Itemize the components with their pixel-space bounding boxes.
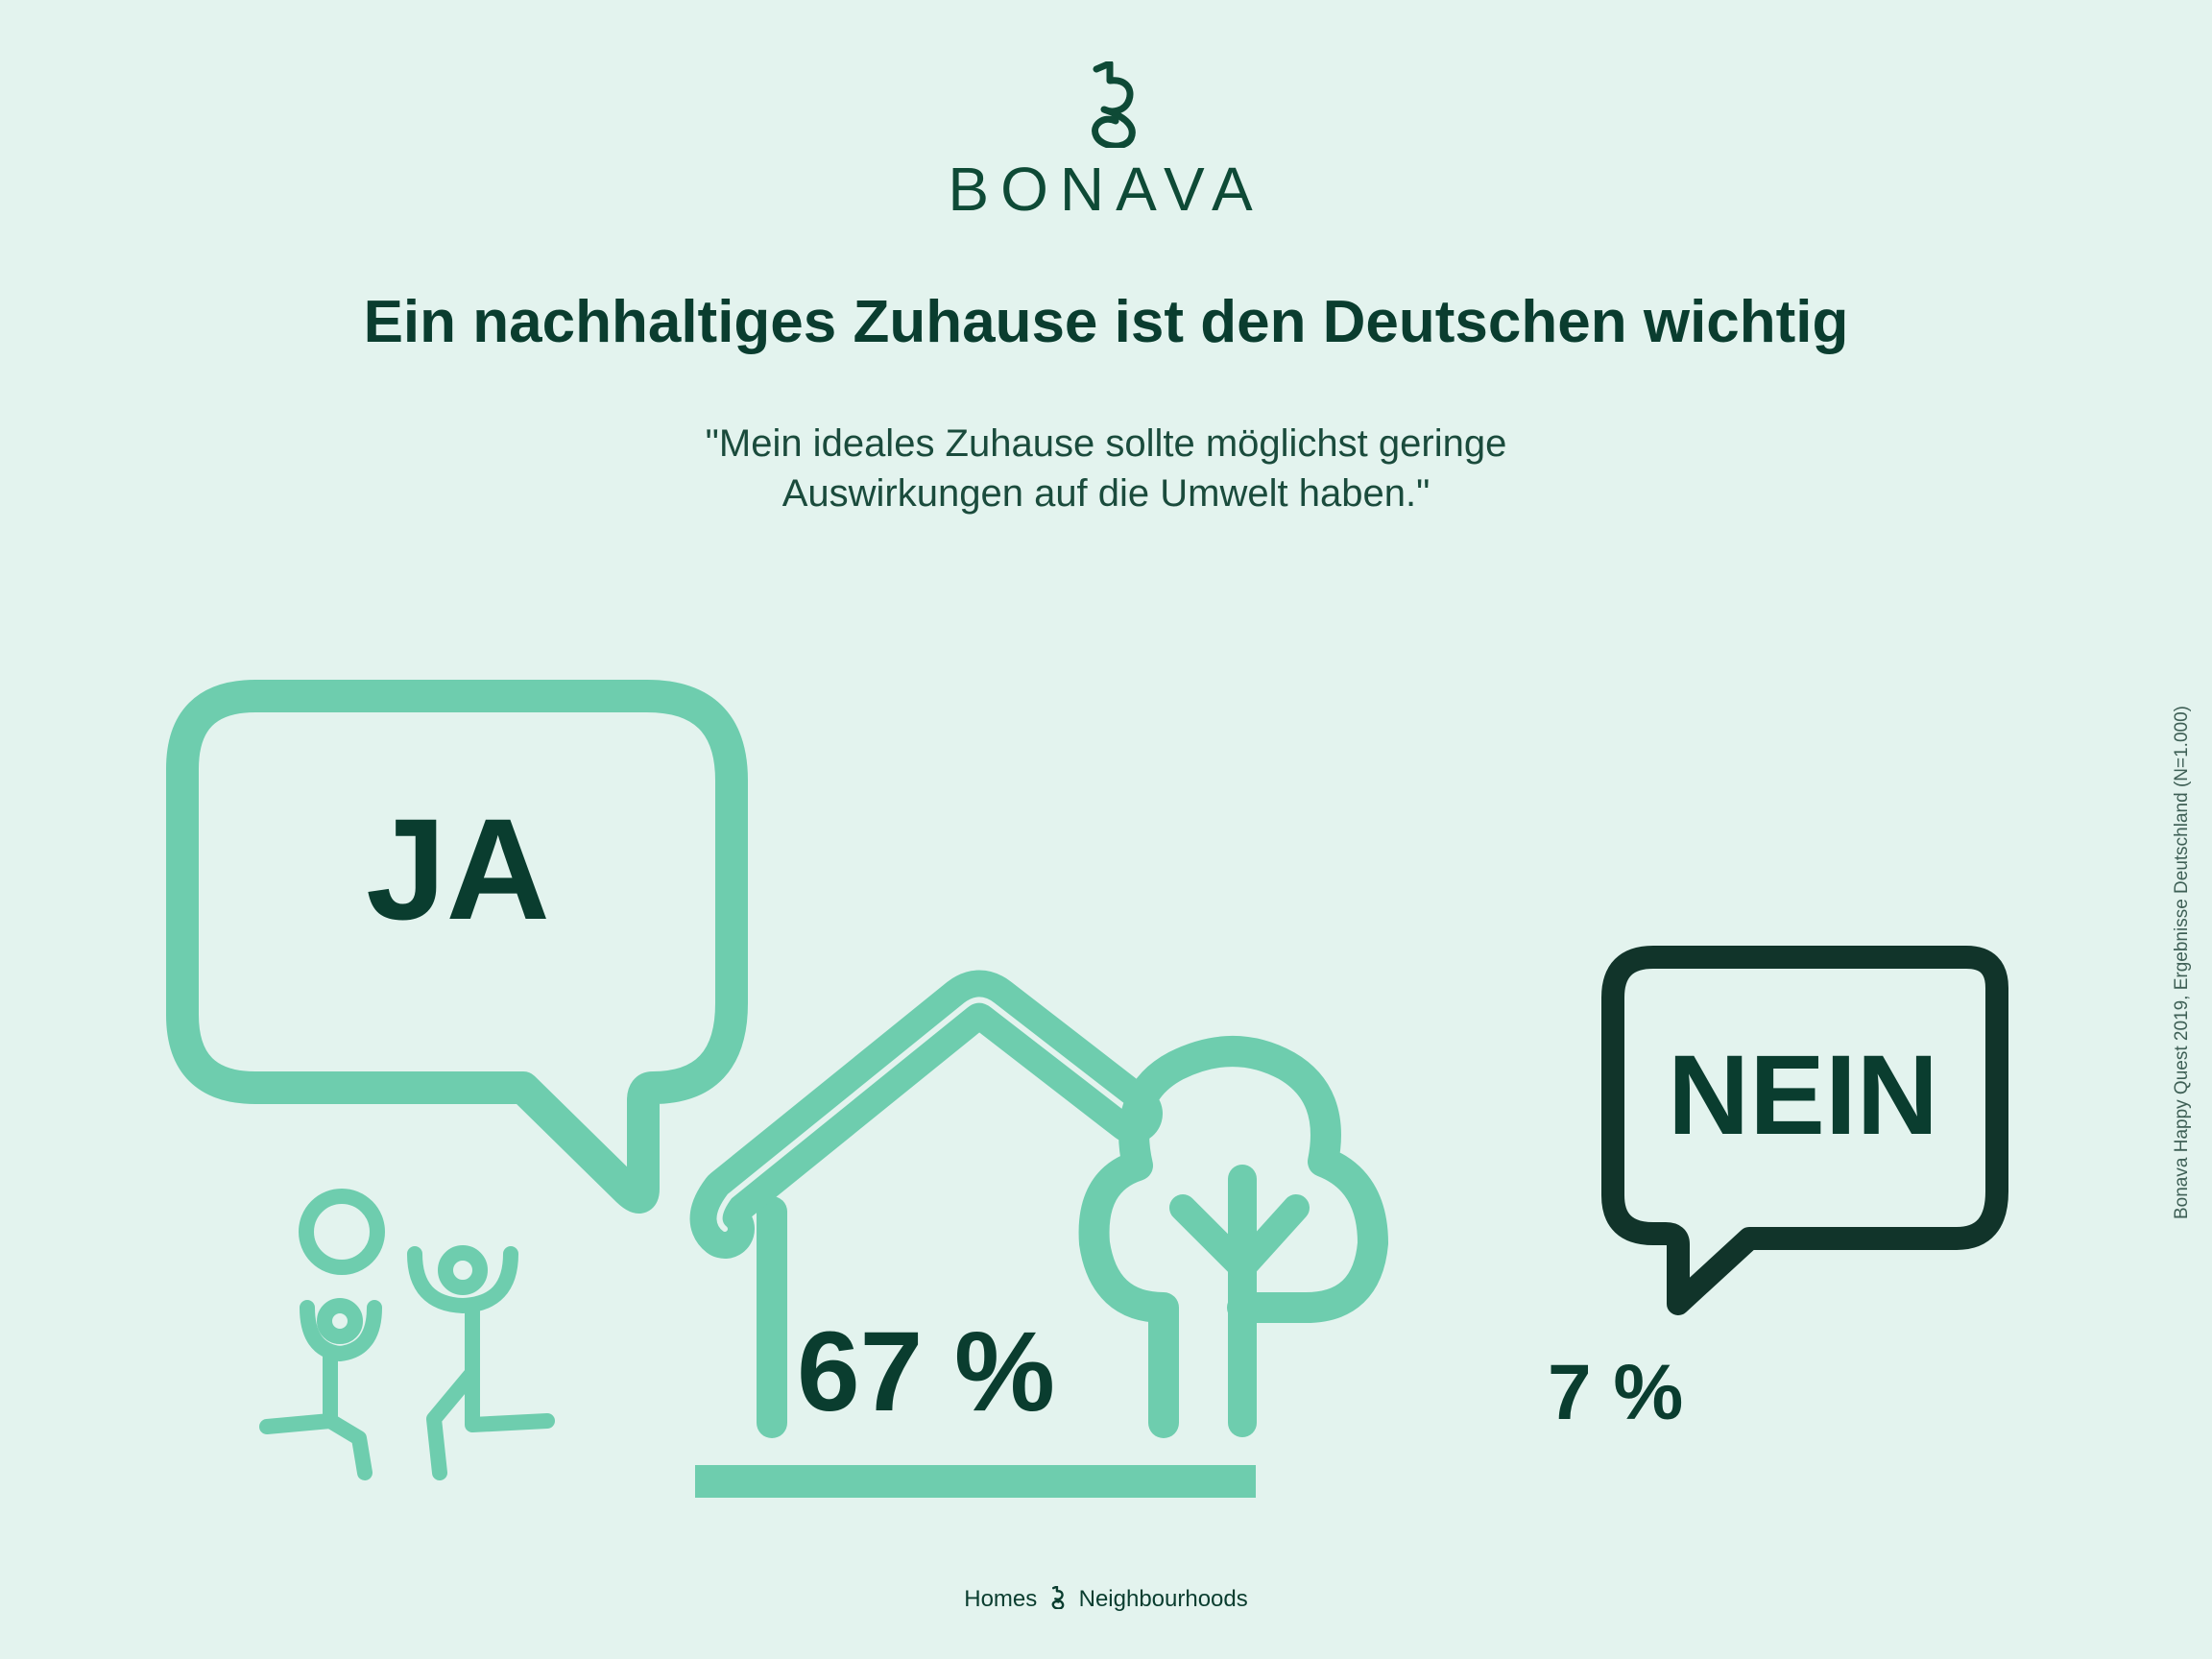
survey-statement-line-1: "Mein ideales Zuhause sollte möglichst g… <box>705 422 1507 465</box>
house-icon <box>689 970 1163 1438</box>
ja-speech-bubble-icon <box>166 680 748 1214</box>
footer-neighbourhoods: Neighbourhoods <box>1078 1586 1248 1612</box>
people-icon <box>259 1189 555 1480</box>
brand-name: BONAVA <box>948 155 1264 224</box>
bonava-b-icon <box>1051 1585 1065 1610</box>
survey-statement-line-2: Auswirkungen auf die Umwelt haben." <box>781 472 1431 515</box>
ja-label: JA <box>366 788 550 950</box>
ground-line <box>695 1465 1256 1498</box>
survey-statement: "Mein ideales Zuhause sollte möglichst g… <box>0 419 2212 518</box>
nein-speech-bubble-icon <box>1601 946 2008 1315</box>
headline: Ein nachhaltiges Zuhause ist den Deutsch… <box>363 289 1849 355</box>
footer-homes: Homes <box>964 1586 1038 1612</box>
bonava-logo-icon <box>1092 61 1136 148</box>
footer-tagline: Homes Neighbourhoods <box>0 1585 2212 1613</box>
nein-label: NEIN <box>1668 1032 1938 1159</box>
tree-icon <box>1078 1036 1388 1438</box>
nein-percentage: 7 % <box>1548 1349 1684 1436</box>
ja-percentage: 67 % <box>797 1309 1055 1435</box>
